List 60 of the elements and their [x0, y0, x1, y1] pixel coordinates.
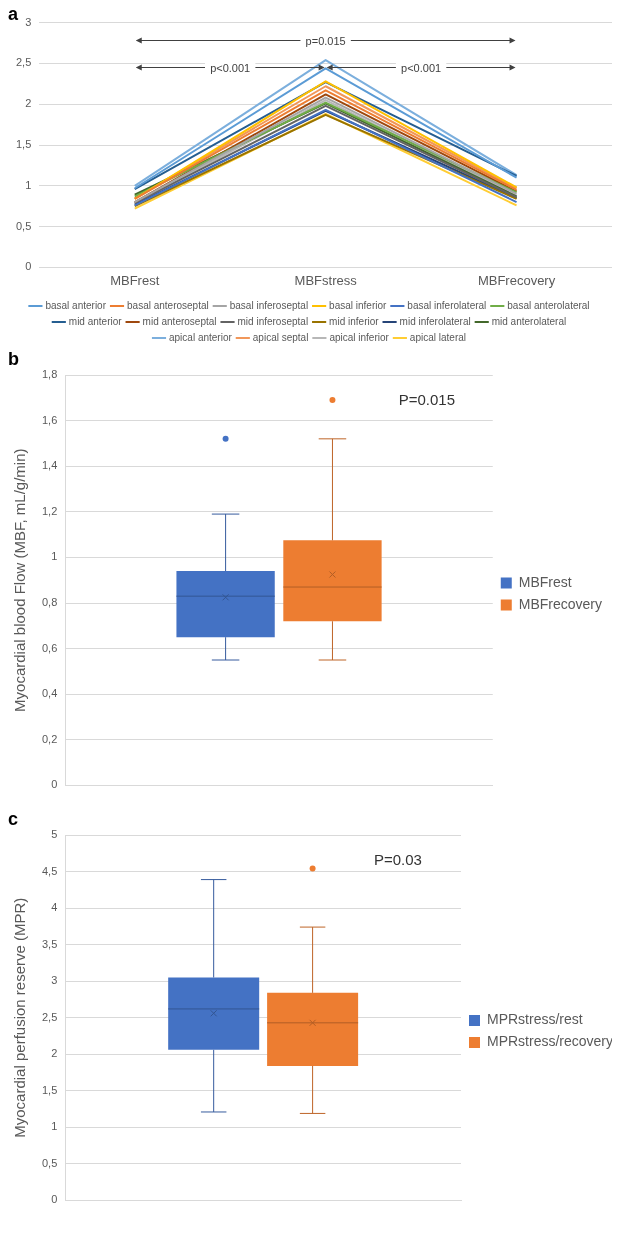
y-tick-label: 0,4 [41, 687, 58, 700]
y-tick-label: 1,5 [41, 1083, 58, 1096]
y-tick-label: 3,5 [41, 937, 58, 950]
y-tick-label: 5 [51, 828, 58, 841]
y-tick-label: 1,8 [41, 368, 58, 381]
y-tick-label: 1 [51, 1120, 58, 1133]
y-tick-label: 2,5 [41, 1010, 58, 1023]
y-tick-label: 2 [25, 97, 32, 110]
legend-label: mid inferior [329, 315, 380, 327]
legend-label: apical inferior [329, 331, 390, 343]
x-tick-label: MBFstress [294, 272, 358, 288]
y-axis-title: Myocardial perfusion reserve (MPR) [11, 897, 29, 1138]
x-tick-label: MBFrecovery [477, 272, 556, 288]
y-tick-label: 1,2 [41, 504, 58, 517]
legend-label: basal inferior [329, 299, 388, 311]
y-tick-label: 1 [51, 550, 58, 563]
legend-label: basal anteroseptal [127, 299, 209, 311]
legend-label: mid anterolateral [491, 315, 567, 327]
y-axis-title: Myocardial blood Flow (MBF, mL/g/min) [11, 448, 29, 712]
y-tick-label: 0,6 [41, 641, 58, 654]
annotation: p<0.001 [210, 61, 251, 74]
annotation: p=0.015 [305, 34, 346, 47]
legend-label: MBFrecovery [518, 595, 602, 612]
y-tick-label: 1,5 [15, 138, 32, 151]
legend-label: MPRstress/rest [487, 1011, 583, 1028]
y-tick-label: 3 [25, 15, 32, 28]
chart-title: b [8, 349, 19, 370]
y-tick-label: 4,5 [41, 864, 58, 877]
y-tick-label: 2 [51, 1047, 58, 1060]
y-tick-label: 0,8 [41, 596, 58, 609]
legend-label: apical anterior [168, 331, 233, 343]
y-tick-label: 0 [25, 260, 32, 273]
legend-label: basal anterior [45, 299, 107, 311]
legend-label: mid inferoseptal [237, 315, 309, 327]
legend-label: basal inferolateral [407, 299, 487, 311]
annotation: p<0.001 [401, 61, 442, 74]
y-tick-label: 0,5 [15, 219, 32, 232]
chart-title: a [8, 4, 19, 25]
y-tick-label: 2,5 [15, 56, 32, 69]
legend-label: apical septal [252, 331, 309, 343]
legend-label: basal inferoseptal [229, 299, 309, 311]
legend-label: mid inferolateral [399, 315, 471, 327]
y-tick-label: 1,4 [41, 459, 58, 472]
legend-label: MBFrest [518, 573, 572, 590]
legend-label: apical lateral [409, 331, 467, 343]
y-tick-label: 3 [51, 974, 58, 987]
legend-label: mid anteroseptal [142, 315, 217, 327]
y-tick-label: 0,2 [41, 732, 58, 745]
y-tick-label: 4 [51, 901, 58, 914]
annotation: P=0.015 [398, 391, 456, 409]
y-tick-label: 1 [25, 178, 32, 191]
y-tick-label: 1,6 [41, 413, 58, 426]
x-tick-label: MBFrest [110, 272, 160, 288]
y-tick-label: 0,5 [41, 1156, 58, 1169]
y-tick-label: 0 [51, 778, 58, 791]
legend-label: basal anterolateral [507, 299, 590, 311]
annotation: P=0.03 [373, 851, 422, 869]
legend-label: mid anterior [68, 315, 123, 327]
y-tick-label: 0 [51, 1193, 58, 1206]
chart-title: c [8, 809, 19, 830]
